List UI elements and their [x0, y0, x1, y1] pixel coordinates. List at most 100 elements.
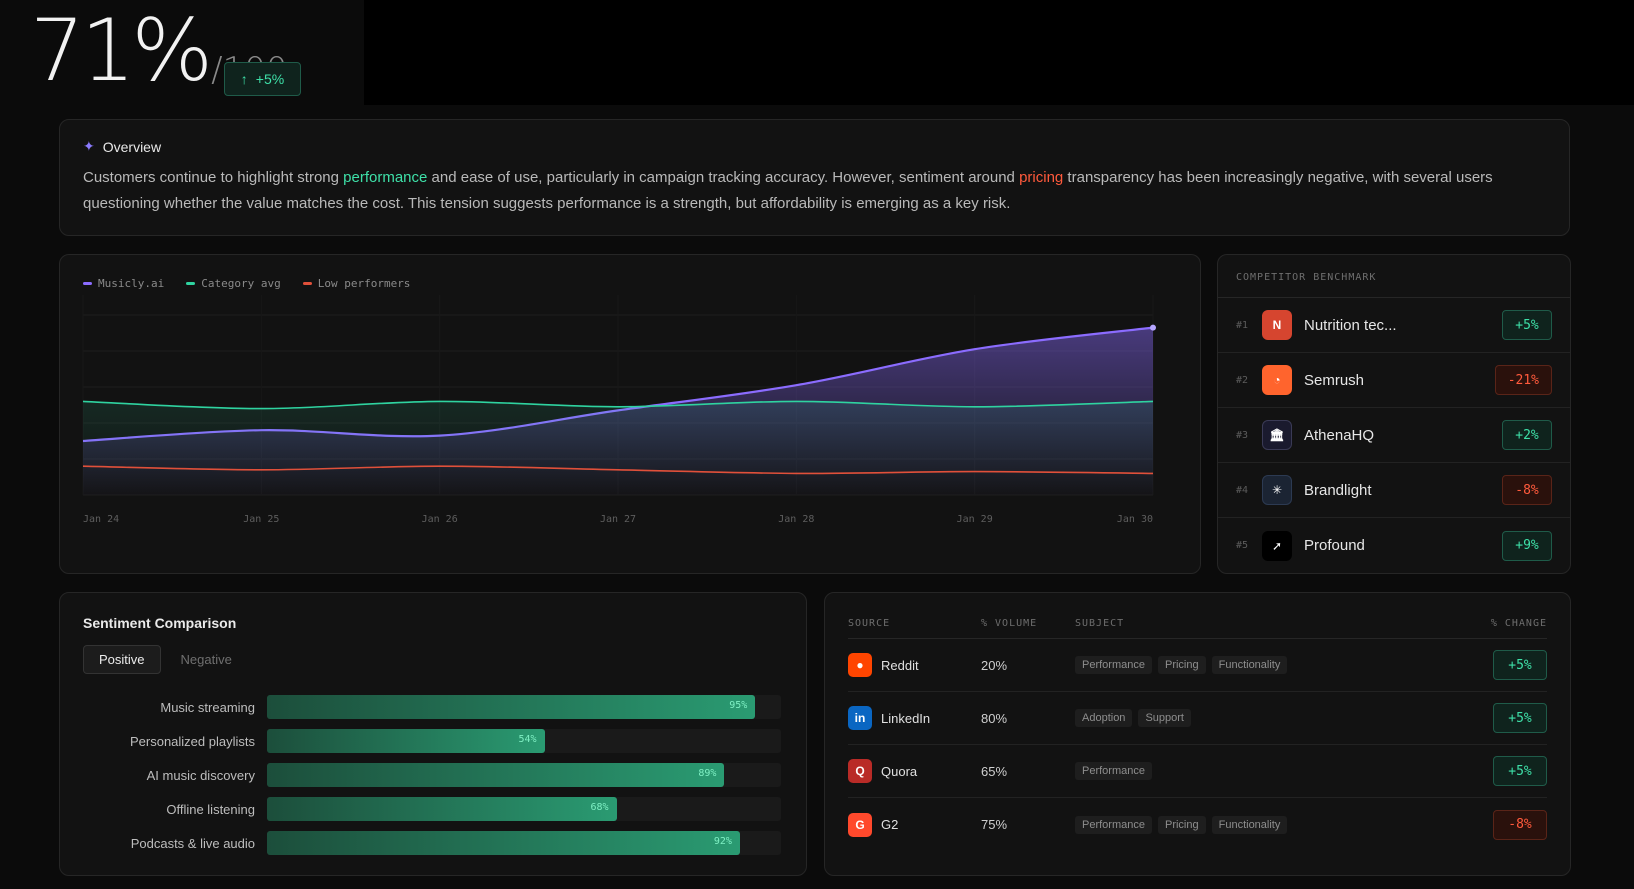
legend-swatch: [186, 282, 196, 285]
change-badge: +5%: [1493, 650, 1547, 680]
bar-track: 54%: [267, 729, 781, 753]
competitor-logo: N: [1262, 310, 1292, 340]
source-cell: Q Quora: [848, 759, 981, 783]
source-cell: G G2: [848, 812, 981, 837]
legend-swatch: [302, 282, 312, 285]
benchmark-title: COMPETITOR BENCHMARK: [1218, 255, 1570, 298]
change-cell: +5%: [1467, 756, 1547, 786]
sentiment-bar-row: Offline listening 68%: [83, 792, 783, 826]
bar-fill: 54%: [267, 729, 545, 753]
sentiment-bar-row: Podcasts & live audio 92%: [83, 826, 783, 860]
x-tick-label: Jan 28: [778, 514, 814, 525]
table-row[interactable]: Q Quora 65% Performance +5%: [848, 745, 1547, 798]
series-line: [82, 465, 1154, 475]
x-tick-label: Jan 29: [957, 514, 993, 525]
subject-tag[interactable]: Functionality: [1211, 815, 1288, 834]
change-cell: +5%: [1467, 703, 1547, 733]
table-header: SOURCE % VOLUME SUBJECT % CHANGE: [848, 609, 1547, 639]
score-value: 71%: [30, 1, 213, 101]
sentiment-title: Sentiment Comparison: [83, 615, 237, 631]
header-change: % CHANGE: [1490, 618, 1547, 629]
benchmark-row[interactable]: #4 ✳ Brandlight -8%: [1218, 463, 1570, 518]
overview-text-part: transparency has been increasingly negat…: [83, 169, 1493, 212]
competitor-name: Semrush: [1304, 371, 1365, 389]
subject-tag[interactable]: Performance: [1075, 656, 1152, 674]
change-badge: -8%: [1502, 475, 1552, 505]
bar-label: Music streaming: [160, 699, 255, 715]
building-icon: 🏛: [1262, 420, 1292, 450]
quora-icon: Q: [848, 759, 872, 783]
subject-tags: Performance Pricing Functionality: [1075, 656, 1467, 674]
table-row[interactable]: ● Reddit 20% Performance Pricing Functionalit…: [848, 639, 1547, 692]
subject-tags: Adoption Support: [1075, 709, 1467, 727]
subject-cell: Adoption Support: [1075, 709, 1467, 727]
source-name: Reddit: [881, 657, 919, 673]
competitor-name: Nutrition tec...: [1304, 316, 1397, 334]
sentiment-bars: Music streaming 95% Personalized playlists…: [83, 690, 783, 860]
overview-title: Overview: [102, 138, 162, 155]
competitor-name: Brandlight: [1304, 481, 1372, 499]
bar-value: 54%: [518, 734, 537, 745]
bar-label: Podcasts & live audio: [130, 835, 255, 851]
benchmark-row[interactable]: #2 ◔ Semrush -21%: [1218, 353, 1570, 408]
tab-positive[interactable]: Positive: [83, 645, 161, 674]
source-name: Quora: [881, 763, 918, 779]
benchmark-rank: #5: [1236, 540, 1249, 551]
subject-cell: Performance Pricing Functionality: [1075, 656, 1467, 674]
bar-fill: 68%: [267, 797, 617, 821]
sentiment-bar-row: AI music discovery 89%: [83, 758, 783, 792]
table-row[interactable]: G G2 75% Performance Pricing Functionality -8%: [848, 798, 1547, 851]
subject-tag[interactable]: Pricing: [1157, 656, 1206, 674]
volume-cell: 20%: [981, 657, 1008, 673]
subject-tag[interactable]: Adoption: [1075, 709, 1133, 727]
line-chart: Jan 24 Jan 25 Jan 26 Jan 27 Jan 28 Jan 29 Jan …: [82, 295, 1156, 525]
series-line: [82, 400, 1154, 410]
source-name: LinkedIn: [881, 710, 931, 726]
g2-icon: G: [848, 812, 872, 837]
benchmark-rank: #3: [1236, 429, 1249, 441]
tab-negative[interactable]: Negative: [180, 652, 232, 667]
subject-tag[interactable]: Performance: [1075, 762, 1152, 780]
change-cell: -8%: [1467, 809, 1547, 840]
sentiment-bar-row: Personalized playlists 54%: [83, 724, 783, 758]
change-badge: +5%: [1493, 703, 1547, 733]
source-cell: ● Reddit: [848, 653, 981, 677]
subject-tag[interactable]: Support: [1138, 709, 1191, 727]
sentiment-comparison-card: Sentiment Comparison Positive Negative M…: [59, 592, 807, 876]
header-volume: % VOLUME: [981, 618, 1038, 629]
change-badge: -8%: [1493, 809, 1547, 840]
score-delta: +5%: [255, 71, 285, 87]
benchmark-row[interactable]: #1 N Nutrition tec... +5%: [1218, 298, 1570, 353]
x-tick-label: Jan 26: [422, 514, 458, 525]
subject-tag[interactable]: Performance: [1075, 815, 1152, 834]
x-tick-label: Jan 24: [83, 514, 119, 525]
overview-text-part: and ease of use, particularly in campaig…: [427, 169, 1020, 186]
subject-tag[interactable]: Functionality: [1211, 656, 1288, 674]
change-badge: +5%: [1502, 310, 1552, 340]
subject-tag[interactable]: Pricing: [1157, 815, 1206, 834]
legend-label: Musicly.ai: [98, 277, 165, 290]
sentiment-bar-row: Music streaming 95%: [83, 690, 783, 724]
benchmark-row[interactable]: #5 ➚ Profound +9%: [1218, 518, 1570, 573]
legend-item[interactable]: Low performers: [302, 277, 410, 290]
highlight-performance: performance: [343, 169, 428, 186]
legend-item[interactable]: Category avg: [186, 277, 281, 290]
benchmark-rank: #1: [1236, 319, 1249, 331]
header-source: SOURCE: [848, 618, 891, 629]
bar-fill: 95%: [267, 695, 756, 719]
competitor-name: Profound: [1304, 537, 1365, 554]
table-row[interactable]: in LinkedIn 80% Adoption Support +5%: [848, 692, 1547, 745]
benchmark-row[interactable]: #3 🏛 AthenaHQ +2%: [1218, 408, 1570, 463]
volume-cell: 65%: [981, 763, 1008, 779]
overview-text-part: Customers continue to highlight strong: [83, 169, 344, 186]
volume-cell: 80%: [981, 710, 1008, 726]
competitor-name: AthenaHQ: [1304, 426, 1375, 444]
sources-table-card: SOURCE % VOLUME SUBJECT % CHANGE ● Reddit…: [824, 592, 1571, 876]
starburst-icon: ✳: [1262, 475, 1292, 505]
change-cell: +5%: [1467, 650, 1547, 680]
overview-card: ✦ Overview Customers continue to highlig…: [59, 119, 1570, 236]
source-name: G2: [881, 817, 899, 832]
chart-legend: Musicly.ai Category avg Low performers: [83, 277, 410, 290]
legend-item[interactable]: Musicly.ai: [83, 277, 164, 290]
bar-value: 68%: [590, 802, 609, 813]
